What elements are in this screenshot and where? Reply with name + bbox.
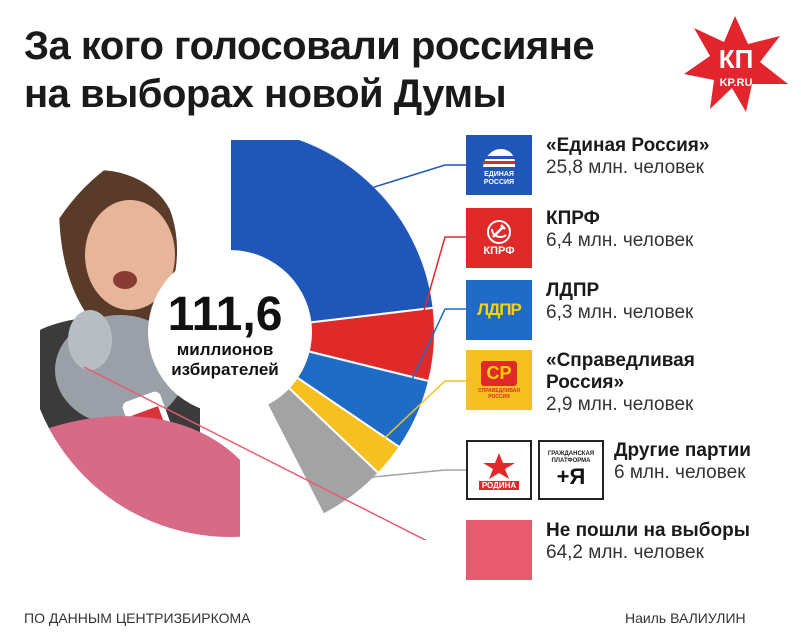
ldpr-badge-text: ЛДПР: [477, 300, 522, 319]
pie-svg: [25, 140, 466, 540]
sr-badge-mark: СР: [481, 360, 517, 386]
legend-value: 64,2 млн. человек: [546, 542, 704, 563]
legend-value: 25,8 млн. человек: [546, 157, 704, 178]
star-icon: [483, 452, 515, 479]
leader-line-kprf: [413, 236, 466, 344]
civic-platform-logo: ГРАЖДАНСКАЯ ПЛАТФОРМА +Я: [538, 440, 604, 500]
leader-line-ldpr: [398, 308, 466, 408]
abstain-swatch: [466, 520, 532, 580]
bear-icon: [483, 149, 515, 167]
legend-value: 6 млн. человек: [614, 462, 746, 483]
legend-name: ЛДПР: [546, 280, 600, 301]
pie-chart: [0, 140, 470, 540]
pie-center-disc: [148, 250, 312, 414]
total-voters-value: 111,6: [167, 288, 283, 341]
civic-platform-badge-text: ГРАЖДАНСКАЯ ПЛАТФОРМА: [547, 451, 595, 464]
united-russia-badge-text: ЕДИНАЯ РОССИЯ: [483, 171, 515, 186]
hammer-sickle-icon: [487, 220, 511, 244]
rodina-badge-text: РОДИНА: [478, 480, 520, 490]
just-russia-logo: СР СПРАВЕДЛИВАЯ РОССИЯ: [466, 350, 532, 410]
total-voters-line2: избирателей: [171, 360, 279, 379]
civic-platform-mark: +Я: [556, 464, 586, 489]
title-line-1: За кого голосовали россияне: [24, 24, 595, 68]
total-voters-line1: миллионов: [176, 340, 274, 359]
logo-mark: КП: [719, 44, 754, 74]
leader-line-just-russia: [373, 380, 466, 449]
page-title: За кого голосовали россияне на выборах н…: [24, 22, 624, 118]
kp-logo: КП KP.RU: [684, 16, 788, 112]
kprf-logo: КПРФ: [466, 208, 532, 268]
legend-value: 6,3 млн. человек: [546, 302, 694, 323]
legend-name: КПРФ: [546, 208, 600, 229]
legend-name: Не пошли на выборы: [546, 520, 750, 541]
rodina-logo: РОДИНА: [466, 440, 532, 500]
legend-name: «Единая Россия»: [546, 135, 710, 156]
source-note: ПО ДАННЫМ ЦЕНТРИЗБИРКОМА: [24, 610, 251, 626]
legend-name: «Справедливая: [546, 350, 695, 371]
logo-site: KP.RU: [720, 77, 753, 89]
sr-badge-text: СПРАВЕДЛИВАЯ РОССИЯ: [478, 387, 520, 400]
photo-woman-yawning: [25, 170, 240, 537]
legend-value: 6,4 млн. человек: [546, 230, 694, 251]
kprf-badge-text: КПРФ: [483, 245, 515, 257]
united-russia-logo: ЕДИНАЯ РОССИЯ: [466, 135, 532, 195]
legend-name-line2: Россия»: [546, 372, 625, 393]
ldpr-logo: ЛДПР: [466, 280, 532, 340]
legend-name: Другие партии: [614, 440, 751, 461]
author-credit: Наиль ВАЛИУЛИН: [625, 610, 746, 626]
leader-line-united-russia: [352, 164, 466, 195]
leader-line-other: [340, 469, 466, 481]
leader-line-abstain: [83, 366, 427, 540]
pie-center-label: 111,6 миллионов избирателей: [145, 290, 305, 380]
title-line-2: на выборах новой Думы: [24, 72, 507, 116]
legend-value: 2,9 млн. человек: [546, 394, 694, 415]
